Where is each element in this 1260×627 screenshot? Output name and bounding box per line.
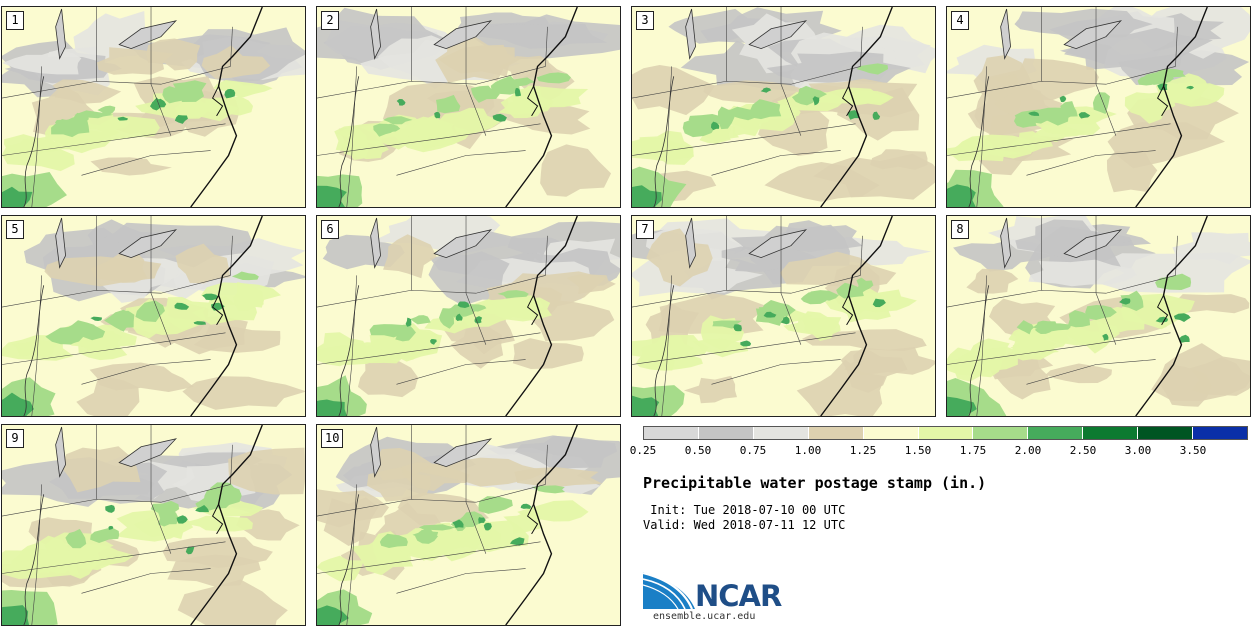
valid-time: Valid: Wed 2018-07-11 12 UTC [643, 518, 846, 532]
colorbar-tick-label: 0.25 [629, 444, 657, 457]
colorbar-segment [808, 427, 864, 439]
colorbar-segment [1193, 427, 1247, 439]
colorbar-tick-label: 1.75 [959, 444, 987, 457]
stamp-panel-6: 6 [316, 215, 621, 417]
init-time: Init: Tue 2018-07-10 00 UTC [643, 503, 846, 517]
colorbar-segment [698, 427, 754, 439]
stamp-number: 10 [321, 429, 344, 448]
stamp-panel-5: 5 [1, 215, 306, 417]
stamp-panel-8: 8 [946, 215, 1251, 417]
precip-map [317, 216, 620, 416]
stamp-number: 3 [636, 11, 654, 30]
colorbar-segment [753, 427, 809, 439]
precip-map [947, 216, 1250, 416]
stamp-panel-4: 4 [946, 6, 1251, 208]
stamp-number: 2 [321, 11, 339, 30]
colorbar-segment [644, 427, 699, 439]
colorbar-segment [918, 427, 974, 439]
stamp-panel-7: 7 [631, 215, 936, 417]
stamp-panel-9: 9 [1, 424, 306, 626]
stamp-number: 9 [6, 429, 24, 448]
stamp-number: 7 [636, 220, 654, 239]
map-title: Precipitable water postage stamp (in.) [643, 474, 987, 492]
precip-map [317, 425, 620, 625]
stamp-panel-1: 1 [1, 6, 306, 208]
stamp-panel-10: 10 [316, 424, 621, 626]
colorbar-tick-label: 2.50 [1069, 444, 1097, 457]
precip-map [632, 7, 935, 207]
ncar-logo-icon [643, 571, 695, 610]
stamp-number: 8 [951, 220, 969, 239]
colorbar-segment [863, 427, 919, 439]
colorbar-tick-label: 1.50 [904, 444, 932, 457]
logo-url: ensemble.ucar.edu [653, 611, 756, 622]
colorbar-segment [1028, 427, 1084, 439]
precip-map [632, 216, 935, 416]
stamp-number: 6 [321, 220, 339, 239]
precip-map [2, 7, 305, 207]
colorbar-labels: 0.25 0.50 0.75 1.00 1.25 1.50 1.75 2.00 2.50 3.00… [630, 444, 1248, 458]
colorbar-tick-label: 1.25 [849, 444, 877, 457]
stamp-number: 1 [6, 11, 24, 30]
precip-map [317, 7, 620, 207]
colorbar-tick-label: 0.50 [684, 444, 712, 457]
precip-map [2, 425, 305, 625]
colorbar-tick-label: 3.00 [1124, 444, 1152, 457]
precip-map [947, 7, 1250, 207]
stamp-panel-2: 2 [316, 6, 621, 208]
stamp-number: 5 [6, 220, 24, 239]
stamp-number: 4 [951, 11, 969, 30]
logo-wordmark: NCAR [695, 579, 782, 613]
colorbar-tick-label: 0.75 [739, 444, 767, 457]
stamp-panel-3: 3 [631, 6, 936, 208]
colorbar-segment [973, 427, 1029, 439]
colorbar [643, 426, 1248, 440]
colorbar-segment [1138, 427, 1194, 439]
colorbar-tick-label: 3.50 [1179, 444, 1207, 457]
precip-map [2, 216, 305, 416]
colorbar-tick-label: 2.00 [1014, 444, 1042, 457]
colorbar-tick-label: 1.00 [794, 444, 822, 457]
colorbar-segment [1083, 427, 1139, 439]
